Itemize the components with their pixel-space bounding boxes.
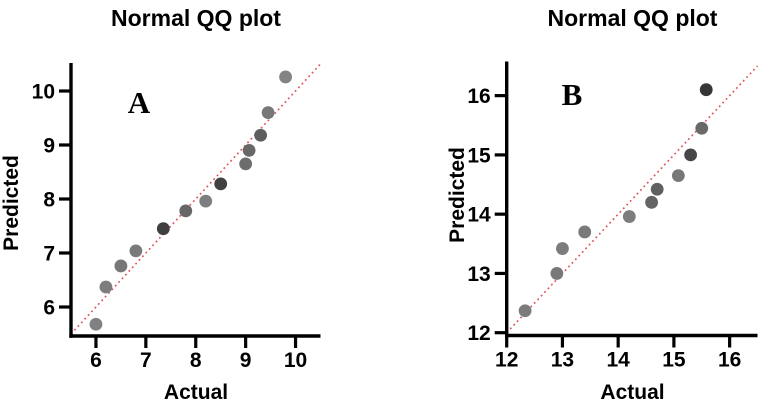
panel-b-data-point	[550, 267, 564, 280]
panel-a-data-point	[261, 106, 275, 119]
panel-b-y-tick-label: 16	[467, 85, 490, 108]
panel-a-data-point	[214, 177, 228, 191]
panel-b-data-point	[671, 169, 685, 183]
panel-a-data-point	[254, 128, 268, 142]
panel-b-y-tick-label: 14	[467, 204, 491, 227]
panel-a-data-point	[99, 280, 113, 294]
panel-b-identity-line	[506, 65, 759, 334]
panel-b-x-tick-label: 14	[606, 349, 630, 372]
panel-a-y-axis-title: Predicted	[0, 155, 23, 251]
panel-b-letter: B	[561, 77, 583, 112]
panel-b-data-point	[650, 182, 664, 196]
panel-a-data-point	[114, 259, 128, 273]
panel-a-y-tick-label: 6	[43, 297, 55, 320]
panel-a-data-point	[89, 317, 103, 331]
panel-b-data-point	[645, 195, 659, 209]
panel-a-data-point	[239, 157, 253, 171]
panel-a-y-tick-label: 9	[43, 135, 55, 158]
panel-b-x-tick-label: 16	[718, 349, 741, 372]
panel-a-x-tick-label: 9	[240, 349, 252, 372]
panel-a-letter: A	[127, 85, 151, 120]
panel-b-data-point	[699, 83, 713, 97]
panel-b-y-tick-label: 15	[467, 144, 491, 167]
panel-b-data-point	[556, 242, 569, 255]
panel-a-x-tick-label: 6	[90, 349, 102, 372]
panel-a-x-axis-title: Actual	[163, 381, 229, 404]
panel-b-x-tick-label: 13	[551, 349, 574, 372]
panel-a-x-tick-label: 10	[284, 349, 307, 372]
panel-b-y-tick-label: 13	[467, 263, 490, 286]
panel-a-y-tick-label: 7	[43, 243, 55, 266]
panel-a-data-point	[129, 244, 143, 258]
panel-b-data-point	[622, 210, 636, 223]
panel-a-data-point	[242, 144, 256, 157]
panel-a-x-tick-label: 7	[140, 349, 152, 372]
panel-b-title: Normal QQ plot	[547, 5, 718, 31]
panel-b-data-point	[684, 148, 698, 162]
panel-b-data-point	[518, 304, 532, 318]
panel-b-y-tick-label: 12	[467, 322, 490, 345]
panel-b-data-point	[578, 225, 592, 239]
panel-a-y-tick-label: 10	[32, 81, 55, 104]
panel-b-x-tick-label: 12	[495, 349, 518, 372]
panel-b-x-axis-title: Actual	[600, 381, 665, 404]
panel-b-x-tick-label: 15	[662, 349, 686, 372]
panel-a-data-point	[179, 204, 193, 218]
panel-a-y-tick-label: 8	[43, 189, 55, 212]
panel-a-identity-line	[70, 63, 322, 335]
panel-a-data-point	[156, 222, 170, 236]
panel-b-data-point	[695, 121, 709, 135]
panel-a-data-point	[199, 194, 213, 208]
panel-a-title: Normal QQ plot	[111, 5, 281, 31]
panel-b-y-axis-title: Predicted	[446, 147, 469, 243]
panel-a-data-point	[279, 70, 292, 84]
panel-a-x-tick-label: 8	[190, 349, 202, 372]
